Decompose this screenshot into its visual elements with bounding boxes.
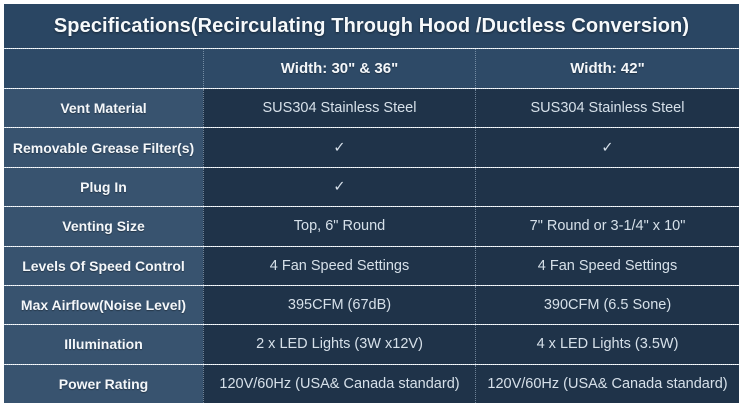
table-title: Specifications(Recirculating Through Hoo… <box>4 4 739 48</box>
row-label: Venting Size <box>4 207 203 246</box>
cell-value: 4 Fan Speed Settings <box>203 246 475 285</box>
cell-value: SUS304 Stainless Steel <box>203 89 475 128</box>
checkmark-icon: ✓ <box>475 128 739 167</box>
cell-value: 390CFM (6.5 Sone) <box>475 285 739 325</box>
table-row-vent-material: Vent Material SUS304 Stainless Steel SUS… <box>4 88 739 128</box>
row-label: Illumination <box>4 325 203 364</box>
table-row-speed-control: Levels Of Speed Control 4 Fan Speed Sett… <box>4 245 739 285</box>
empty-cell <box>475 167 739 207</box>
column-header-width-42: Width: 42" <box>475 49 739 88</box>
checkmark-icon: ✓ <box>203 128 475 167</box>
column-header-width-30-36: Width: 30" & 36" <box>203 49 475 88</box>
cell-value: 4 Fan Speed Settings <box>475 246 739 285</box>
row-label: Max Airflow(Noise Level) <box>4 285 203 325</box>
cell-value: 2 x LED Lights (3W x12V) <box>203 325 475 364</box>
corner-cell <box>4 49 203 88</box>
table-row-venting-size: Venting Size Top, 6" Round 7" Round or 3… <box>4 206 739 246</box>
cell-value: 7" Round or 3-1/4" x 10" <box>475 207 739 246</box>
table-row-max-airflow: Max Airflow(Noise Level) 395CFM (67dB) 3… <box>4 284 739 325</box>
specifications-table: Specifications(Recirculating Through Hoo… <box>4 4 739 403</box>
column-header-row: Width: 30" & 36" Width: 42" <box>4 48 739 88</box>
row-label: Levels Of Speed Control <box>4 246 203 285</box>
table-row-illumination: Illumination 2 x LED Lights (3W x12V) 4 … <box>4 324 739 364</box>
cell-value: Top, 6" Round <box>203 207 475 246</box>
row-label: Removable Grease Filter(s) <box>4 128 203 167</box>
row-label: Plug In <box>4 167 203 207</box>
row-label: Power Rating <box>4 364 203 403</box>
table-row-plug-in: Plug In ✓ <box>4 166 739 207</box>
checkmark-icon: ✓ <box>203 167 475 207</box>
cell-value: 120V/60Hz (USA& Canada standard) <box>475 364 739 403</box>
row-label: Vent Material <box>4 89 203 128</box>
cell-value: 4 x LED Lights (3.5W) <box>475 325 739 364</box>
table-row-grease-filters: Removable Grease Filter(s) ✓ ✓ <box>4 127 739 167</box>
table-row-power-rating: Power Rating 120V/60Hz (USA& Canada stan… <box>4 363 739 403</box>
cell-value: 120V/60Hz (USA& Canada standard) <box>203 364 475 403</box>
cell-value: 395CFM (67dB) <box>203 285 475 325</box>
cell-value: SUS304 Stainless Steel <box>475 89 739 128</box>
